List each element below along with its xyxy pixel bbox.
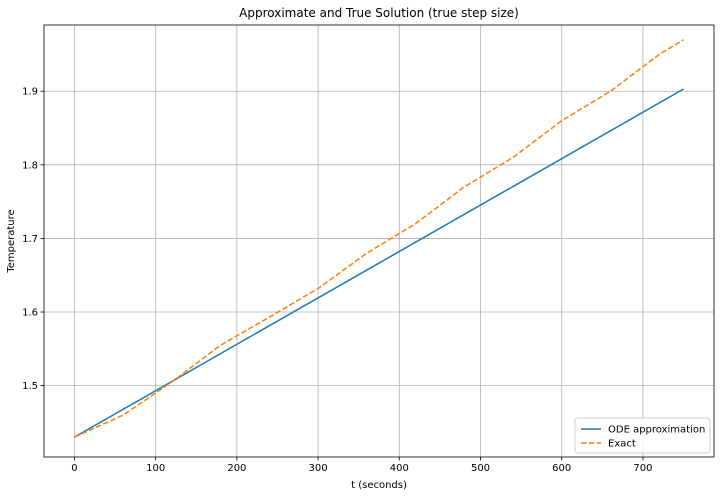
y-tick-label: 1.7 bbox=[22, 234, 38, 245]
y-tick-label: 1.6 bbox=[22, 308, 38, 319]
x-tick-label: 600 bbox=[552, 463, 571, 474]
plot-area-frame bbox=[43, 24, 715, 458]
legend-label-ode-approximation: ODE approximation bbox=[608, 425, 705, 436]
x-tick-label: 200 bbox=[227, 463, 246, 474]
x-tick-label: 400 bbox=[390, 463, 409, 474]
y-axis: 1.5 1.6 1.7 1.8 1.9 bbox=[22, 87, 44, 392]
x-axis-title: t (seconds) bbox=[351, 480, 407, 491]
y-tick-label: 1.8 bbox=[22, 160, 38, 171]
series-line-exact bbox=[74, 39, 684, 438]
legend-box bbox=[574, 417, 711, 454]
y-tick-label: 1.9 bbox=[22, 87, 38, 98]
x-tick-label: 100 bbox=[146, 463, 165, 474]
grid bbox=[44, 25, 714, 457]
x-tick-label: 500 bbox=[471, 463, 490, 474]
x-tick-label: 300 bbox=[309, 463, 328, 474]
series-line-ode-approximation bbox=[74, 88, 684, 438]
x-tick-label: 700 bbox=[633, 463, 652, 474]
series-layer bbox=[74, 39, 684, 438]
legend-label-exact: Exact bbox=[608, 439, 636, 450]
x-axis: 0 100 200 300 400 500 600 700 bbox=[71, 457, 652, 474]
legend: ODE approximation Exact bbox=[574, 417, 711, 454]
x-tick-label: 0 bbox=[71, 463, 77, 474]
y-tick-label: 1.5 bbox=[22, 381, 38, 392]
chart-title: Approximate and True Solution (true step… bbox=[239, 6, 519, 20]
y-axis-title: Temperature bbox=[6, 209, 17, 273]
